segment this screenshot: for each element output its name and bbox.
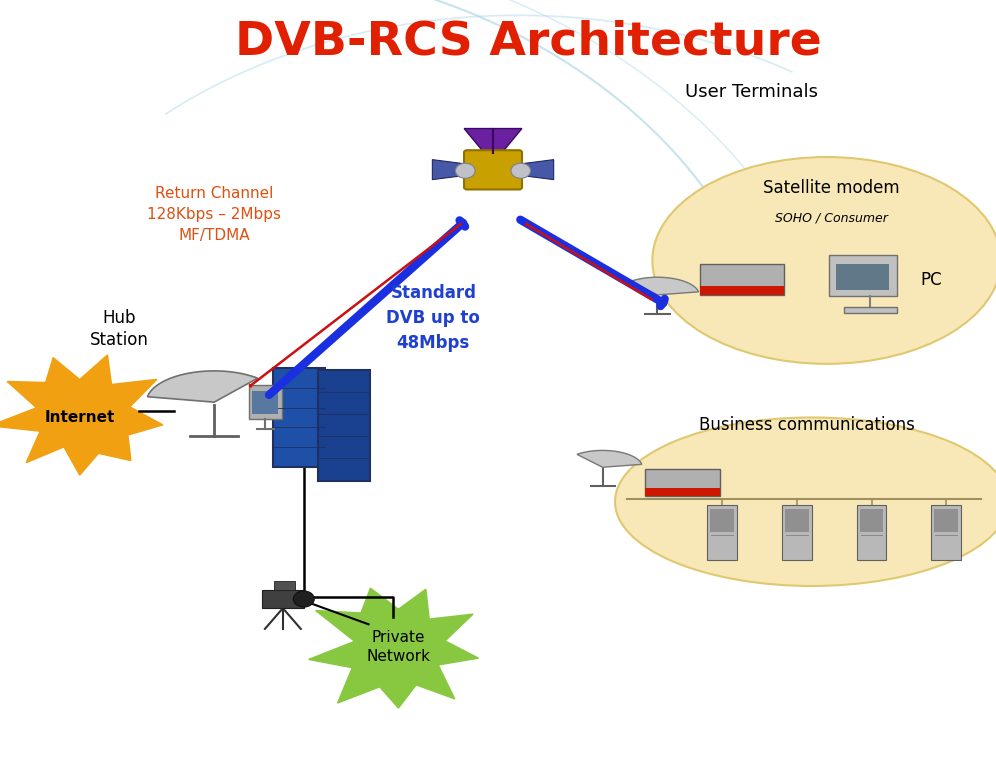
- FancyBboxPatch shape: [934, 509, 958, 532]
- FancyBboxPatch shape: [829, 255, 896, 296]
- FancyBboxPatch shape: [699, 286, 785, 295]
- Polygon shape: [577, 450, 641, 467]
- FancyBboxPatch shape: [262, 590, 304, 608]
- FancyBboxPatch shape: [710, 509, 734, 532]
- Circle shape: [294, 591, 315, 607]
- FancyBboxPatch shape: [274, 581, 295, 590]
- FancyBboxPatch shape: [857, 505, 886, 560]
- Text: Standard
DVB up to
48Mbps: Standard DVB up to 48Mbps: [386, 284, 480, 352]
- FancyBboxPatch shape: [707, 505, 737, 560]
- FancyBboxPatch shape: [273, 368, 325, 467]
- Text: DVB-RCS Architecture: DVB-RCS Architecture: [234, 20, 822, 64]
- FancyBboxPatch shape: [318, 370, 370, 481]
- FancyBboxPatch shape: [645, 489, 719, 496]
- Polygon shape: [464, 129, 522, 153]
- FancyBboxPatch shape: [249, 385, 282, 419]
- Text: Private
Network: Private Network: [367, 630, 430, 664]
- Polygon shape: [630, 277, 698, 295]
- FancyBboxPatch shape: [837, 264, 889, 290]
- Polygon shape: [0, 355, 163, 475]
- FancyBboxPatch shape: [844, 306, 896, 313]
- Polygon shape: [519, 159, 554, 179]
- Text: Hub
Station: Hub Station: [90, 309, 149, 349]
- Polygon shape: [432, 159, 467, 179]
- Circle shape: [455, 163, 475, 178]
- FancyBboxPatch shape: [860, 509, 883, 532]
- Text: Satellite modem: Satellite modem: [763, 178, 900, 197]
- FancyBboxPatch shape: [252, 391, 278, 414]
- Text: Business communications: Business communications: [699, 416, 914, 434]
- Polygon shape: [147, 371, 258, 402]
- Circle shape: [511, 163, 531, 178]
- Text: User Terminals: User Terminals: [685, 83, 819, 101]
- FancyBboxPatch shape: [645, 469, 719, 496]
- Ellipse shape: [652, 157, 996, 364]
- Text: Return Channel
128Kbps – 2Mbps
MF/TDMA: Return Channel 128Kbps – 2Mbps MF/TDMA: [147, 186, 281, 243]
- FancyBboxPatch shape: [931, 505, 961, 560]
- Text: PC: PC: [920, 270, 942, 289]
- Polygon shape: [309, 588, 478, 708]
- FancyBboxPatch shape: [699, 264, 785, 295]
- Ellipse shape: [615, 417, 996, 586]
- Text: SOHO / Consumer: SOHO / Consumer: [775, 212, 888, 224]
- FancyBboxPatch shape: [785, 509, 809, 532]
- Text: Internet: Internet: [45, 410, 115, 425]
- FancyBboxPatch shape: [464, 150, 522, 189]
- FancyBboxPatch shape: [782, 505, 812, 560]
